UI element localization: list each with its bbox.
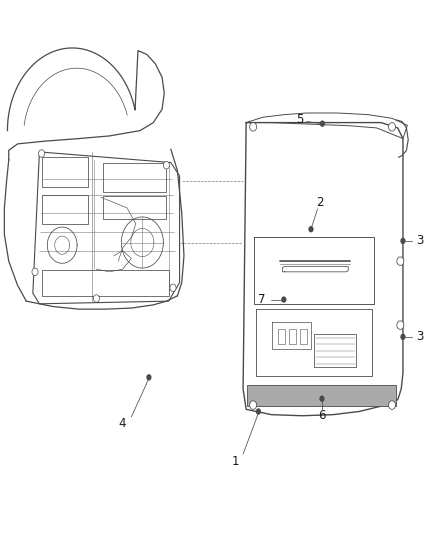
Bar xyxy=(42,157,88,187)
Text: 3: 3 xyxy=(416,235,423,247)
Bar xyxy=(103,163,166,192)
Circle shape xyxy=(93,295,99,302)
Text: 2: 2 xyxy=(316,196,324,209)
Circle shape xyxy=(250,401,257,409)
Circle shape xyxy=(250,123,257,131)
Bar xyxy=(42,270,169,296)
Polygon shape xyxy=(247,385,396,406)
Text: 4: 4 xyxy=(118,417,126,430)
Circle shape xyxy=(320,120,325,127)
Circle shape xyxy=(308,226,314,232)
Circle shape xyxy=(389,401,396,409)
Bar xyxy=(42,195,88,224)
Bar xyxy=(300,329,307,344)
Text: 6: 6 xyxy=(318,409,326,422)
Bar xyxy=(278,329,285,344)
Text: 5: 5 xyxy=(297,113,304,126)
Circle shape xyxy=(32,268,38,276)
Circle shape xyxy=(400,334,406,340)
Circle shape xyxy=(39,150,45,157)
Circle shape xyxy=(170,284,176,292)
Circle shape xyxy=(397,257,404,265)
Text: 7: 7 xyxy=(258,293,266,306)
Bar xyxy=(103,196,166,219)
Circle shape xyxy=(256,408,261,415)
Bar xyxy=(314,334,356,367)
Text: 1: 1 xyxy=(232,455,240,467)
Circle shape xyxy=(146,374,152,381)
Circle shape xyxy=(389,123,396,131)
Circle shape xyxy=(163,161,170,169)
Circle shape xyxy=(400,238,406,244)
Bar xyxy=(289,329,296,344)
Text: 3: 3 xyxy=(416,330,423,343)
Circle shape xyxy=(397,321,404,329)
Circle shape xyxy=(319,395,325,402)
Circle shape xyxy=(281,296,286,303)
